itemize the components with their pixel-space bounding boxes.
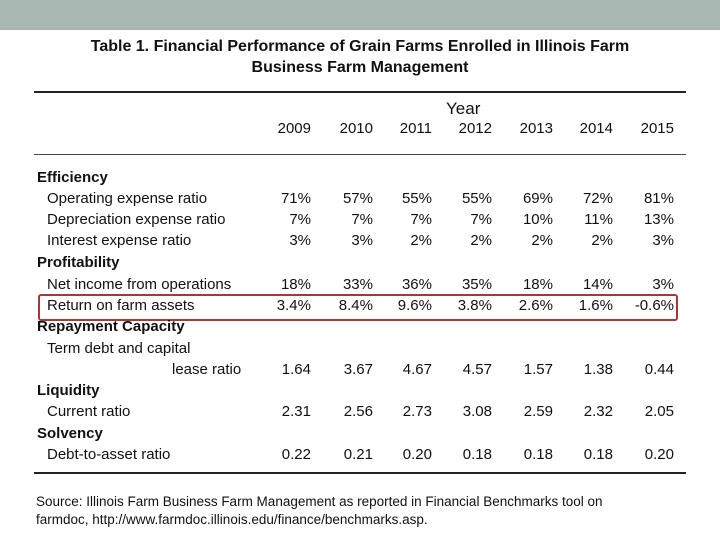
cell-operating-expense-2012: 55% <box>461 190 492 207</box>
top-accent-bar <box>0 0 720 30</box>
row-label-depreciation-expense: Depreciation expense ratio <box>47 211 226 228</box>
cell-operating-expense-2013: 69% <box>522 190 553 207</box>
cell-return-on-assets-2013: 2.6% <box>518 297 553 314</box>
section-profitability: Profitability <box>37 254 120 271</box>
cell-debt-to-asset-2015: 0.20 <box>644 446 674 463</box>
cell-net-income-2015: 3% <box>652 276 674 293</box>
cell-interest-expense-2011: 2% <box>410 232 432 249</box>
cell-interest-expense-2012: 2% <box>470 232 492 249</box>
cell-depreciation-expense-2013: 10% <box>522 211 553 228</box>
cell-current-ratio-2013: 2.59 <box>523 403 553 420</box>
cell-interest-expense-2013: 2% <box>531 232 553 249</box>
table-title-line2: Business Farm Management <box>251 59 469 76</box>
cell-depreciation-expense-2014: 11% <box>584 211 613 228</box>
cell-debt-to-asset-2013: 0.18 <box>523 446 553 463</box>
year-2009: 2009 <box>277 120 311 137</box>
cell-debt-to-asset-2011: 0.20 <box>402 446 432 463</box>
cell-debt-to-asset-2014: 0.18 <box>583 446 613 463</box>
year-2010: 2010 <box>339 120 373 137</box>
cell-depreciation-expense-2011: 7% <box>410 211 432 228</box>
table-title-line1: Table 1. Financial Performance of Grain … <box>90 38 630 55</box>
cell-debt-to-asset-2009: 0.22 <box>281 446 311 463</box>
cell-depreciation-expense-2010: 7% <box>351 211 373 228</box>
cell-term-debt-2013: 1.57 <box>523 361 553 378</box>
cell-current-ratio-2009: 2.31 <box>281 403 311 420</box>
cell-current-ratio-2010: 2.56 <box>343 403 373 420</box>
cell-net-income-2009: 18% <box>280 276 311 293</box>
cell-debt-to-asset-2010: 0.21 <box>343 446 373 463</box>
cell-interest-expense-2009: 3% <box>289 232 311 249</box>
cell-net-income-2013: 18% <box>522 276 553 293</box>
section-solvency: Solvency <box>37 425 103 442</box>
cell-return-on-assets-2012: 3.8% <box>457 297 492 314</box>
cell-interest-expense-2015: 3% <box>652 232 674 249</box>
header-rule <box>34 154 686 155</box>
cell-return-on-assets-2010: 8.4% <box>338 297 373 314</box>
cell-term-debt-2010: 3.67 <box>343 361 373 378</box>
year-2015: 2015 <box>640 120 674 137</box>
cell-return-on-assets-2011: 9.6% <box>397 297 432 314</box>
year-2014: 2014 <box>579 120 613 137</box>
cell-net-income-2014: 14% <box>582 276 613 293</box>
row-label-term-debt-line1: Term debt and capital <box>47 340 191 357</box>
cell-current-ratio-2014: 2.32 <box>583 403 613 420</box>
row-label-term-debt-line2: lease ratio <box>172 361 242 378</box>
source-note: Source: Illinois Farm Business Farm Mana… <box>36 493 686 529</box>
cell-current-ratio-2011: 2.73 <box>402 403 432 420</box>
cell-operating-expense-2014: 72% <box>582 190 613 207</box>
cell-interest-expense-2010: 3% <box>351 232 373 249</box>
table-top-rule <box>34 91 686 93</box>
source-note-line1: Source: Illinois Farm Business Farm Mana… <box>36 494 603 509</box>
year-2011: 2011 <box>399 120 432 137</box>
row-label-current-ratio: Current ratio <box>47 403 131 420</box>
cell-term-debt-2012: 4.57 <box>462 361 492 378</box>
cell-depreciation-expense-2009: 7% <box>289 211 311 228</box>
cell-operating-expense-2009: 71% <box>280 190 311 207</box>
row-label-interest-expense: Interest expense ratio <box>47 232 192 249</box>
row-label-operating-expense: Operating expense ratio <box>47 190 208 207</box>
section-efficiency: Efficiency <box>37 169 108 186</box>
return-on-assets-highlight-box <box>38 294 678 321</box>
year-2012: 2012 <box>458 120 492 137</box>
table-bottom-rule <box>34 472 686 474</box>
row-label-return-on-assets: Return on farm assets <box>47 297 195 314</box>
year-header: Year <box>446 99 481 118</box>
row-label-net-income: Net income from operations <box>47 276 232 293</box>
cell-return-on-assets-2009: 3.4% <box>276 297 311 314</box>
cell-net-income-2010: 33% <box>342 276 373 293</box>
cell-operating-expense-2010: 57% <box>342 190 373 207</box>
cell-term-debt-2011: 4.67 <box>402 361 432 378</box>
cell-term-debt-2014: 1.38 <box>583 361 613 378</box>
cell-return-on-assets-2014: 1.6% <box>578 297 613 314</box>
cell-debt-to-asset-2012: 0.18 <box>462 446 492 463</box>
row-label-debt-to-asset: Debt-to-asset ratio <box>47 446 171 463</box>
cell-current-ratio-2012: 3.08 <box>462 403 492 420</box>
cell-depreciation-expense-2012: 7% <box>470 211 492 228</box>
cell-net-income-2011: 36% <box>401 276 432 293</box>
cell-depreciation-expense-2015: 13% <box>643 211 674 228</box>
cell-return-on-assets-2015: -0.6% <box>634 297 674 314</box>
table-title: Table 1. Financial Performance of Grain … <box>0 36 720 78</box>
section-repayment-capacity: Repayment Capacity <box>37 318 185 335</box>
cell-net-income-2012: 35% <box>461 276 492 293</box>
cell-operating-expense-2015: 81% <box>643 190 674 207</box>
source-note-line2: farmdoc, http://www.farmdoc.illinois.edu… <box>36 512 428 527</box>
cell-term-debt-2015: 0.44 <box>644 361 674 378</box>
cell-operating-expense-2011: 55% <box>401 190 432 207</box>
cell-interest-expense-2014: 2% <box>591 232 613 249</box>
cell-term-debt-2009: 1.64 <box>281 361 311 378</box>
cell-current-ratio-2015: 2.05 <box>644 403 674 420</box>
year-2013: 2013 <box>519 120 553 137</box>
section-liquidity: Liquidity <box>37 382 100 399</box>
